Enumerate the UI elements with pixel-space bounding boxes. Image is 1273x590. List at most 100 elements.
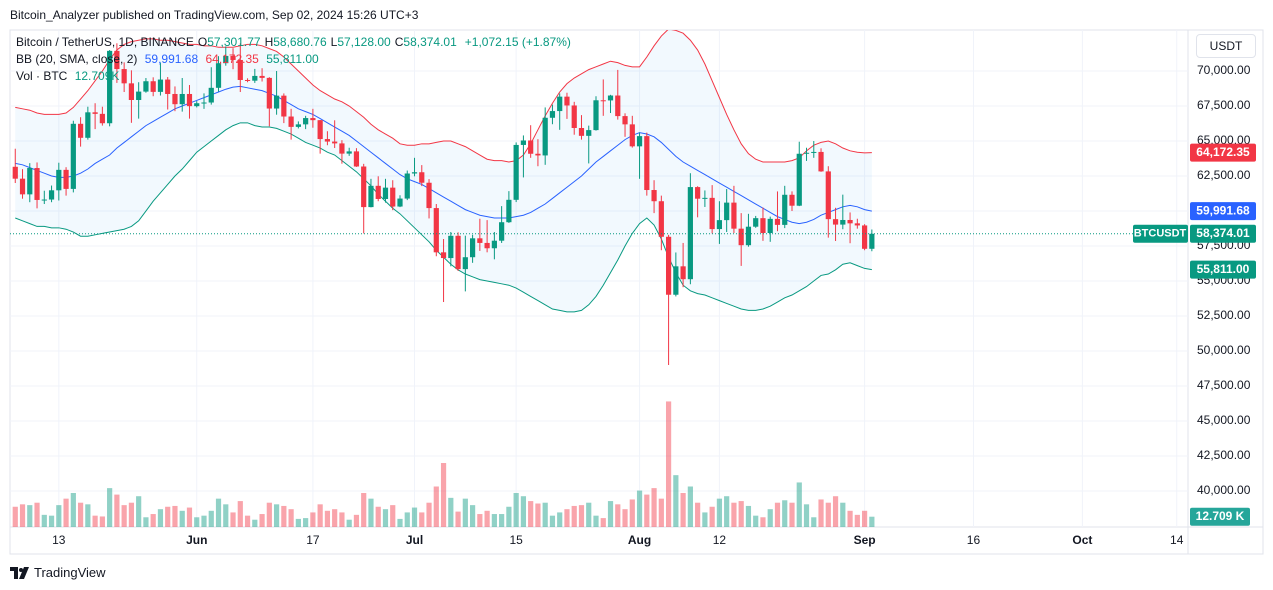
candle-body — [252, 75, 258, 81]
volume-bar — [803, 504, 810, 527]
volume-bar — [564, 509, 570, 527]
logo — [10, 566, 29, 579]
candle-body — [150, 81, 156, 92]
candle-body — [201, 102, 207, 104]
volume-bar — [578, 505, 585, 527]
candle-body — [63, 169, 69, 189]
volume-bar — [404, 512, 410, 527]
footer: TradingView — [10, 565, 106, 580]
volume-bar — [636, 490, 643, 527]
candle-body — [557, 96, 563, 112]
vol-name: Vol · BTC — [16, 69, 68, 83]
candle-body — [244, 79, 251, 81]
candle-body — [223, 55, 229, 64]
candle-body — [448, 235, 454, 259]
volume-bar — [397, 518, 403, 527]
volume-bar — [339, 512, 345, 527]
candle-body — [535, 153, 541, 156]
candle-body — [99, 113, 105, 124]
candle-body — [622, 116, 628, 125]
candle-body — [128, 83, 135, 100]
volume-bar — [34, 502, 40, 527]
x-tick-label: Jun — [186, 533, 207, 547]
ohlc-value: 57,128.00 — [337, 35, 391, 49]
candle-body — [753, 218, 759, 227]
candle-body — [70, 123, 76, 189]
candle-body — [375, 185, 381, 199]
volume-badge — [1190, 507, 1250, 526]
candle-body — [716, 220, 723, 230]
symbol-badge — [1133, 224, 1188, 243]
candle-body — [636, 136, 643, 147]
y-tick-label: 70,000.00 — [1197, 63, 1251, 77]
volume-bar — [77, 502, 84, 527]
candle-body — [767, 218, 773, 233]
volume-bar — [549, 515, 556, 527]
volume-bar — [753, 515, 759, 527]
candle-body — [702, 197, 708, 199]
candle-body — [673, 266, 679, 295]
candle-body — [593, 100, 599, 131]
symbol: Bitcoin / TetherUS, 1D, BINANCE — [16, 35, 194, 49]
candle-body — [796, 153, 802, 206]
candle-body — [789, 194, 795, 206]
volume-bar — [27, 505, 33, 527]
volume-bar — [832, 496, 839, 527]
candle-body — [426, 182, 432, 209]
candle-body — [390, 187, 396, 207]
price-badge-label: 59,991.68 — [1196, 203, 1250, 217]
volume-bar — [644, 494, 650, 527]
y-tick-label: 62,500.00 — [1197, 168, 1251, 182]
candle-body — [564, 96, 570, 106]
plot — [10, 30, 1188, 527]
ohlc: O57,301.77 H58,680.76 L57,128.00 C58,374.01 — [198, 35, 461, 49]
candle-body — [208, 87, 214, 103]
candle-body — [19, 178, 26, 195]
volume-bar — [215, 498, 222, 527]
volume-bar — [774, 502, 781, 527]
candle-body — [179, 93, 185, 105]
legend-bb-row: BB (20, SMA, close, 2) 59,991.68 64,172.… — [16, 52, 323, 66]
volume-bar — [506, 506, 512, 527]
x-tick-label: 16 — [967, 533, 981, 547]
candle-body — [760, 218, 766, 233]
bb-middle: 59,991.68 — [144, 52, 199, 66]
volume-bar — [99, 516, 105, 527]
volume-bar — [143, 517, 149, 527]
candle-body — [48, 190, 55, 200]
volume-bar — [390, 505, 396, 527]
candle-body — [433, 208, 439, 253]
currency-button[interactable]: USDT — [1196, 34, 1256, 58]
volume-bar — [448, 497, 454, 527]
candle-body — [194, 103, 200, 107]
volume-bar — [201, 515, 207, 527]
candle-body — [165, 79, 171, 94]
volume-bar — [745, 505, 752, 527]
volume-bar — [847, 510, 853, 527]
candle-body — [484, 242, 490, 249]
volume-bar — [818, 499, 824, 527]
volume-bar — [121, 505, 127, 527]
candle-body — [41, 199, 47, 201]
candle-body — [317, 120, 323, 140]
candle-body — [295, 124, 301, 127]
y-tick-label: 50,000.00 — [1197, 343, 1251, 357]
volume-bar — [477, 514, 483, 527]
volume-bar — [41, 514, 47, 527]
x-tick-label: 12 — [713, 533, 727, 547]
publisher: Bitcoin_Analyzer published on TradingVie… — [10, 8, 419, 22]
volume-bar — [528, 501, 534, 527]
volume-bar — [513, 492, 519, 527]
band-upper — [15, 30, 872, 163]
volume-bar — [382, 509, 389, 527]
volume-bar — [208, 510, 214, 527]
volume-bar — [230, 512, 236, 527]
candle-body — [499, 222, 505, 241]
candle-body — [600, 100, 606, 102]
candle-body — [724, 202, 730, 221]
volume-bar — [658, 498, 664, 527]
candle-body — [310, 118, 316, 121]
volume-bar — [861, 510, 868, 527]
volume-bar — [150, 514, 156, 527]
candle-body — [731, 202, 737, 229]
